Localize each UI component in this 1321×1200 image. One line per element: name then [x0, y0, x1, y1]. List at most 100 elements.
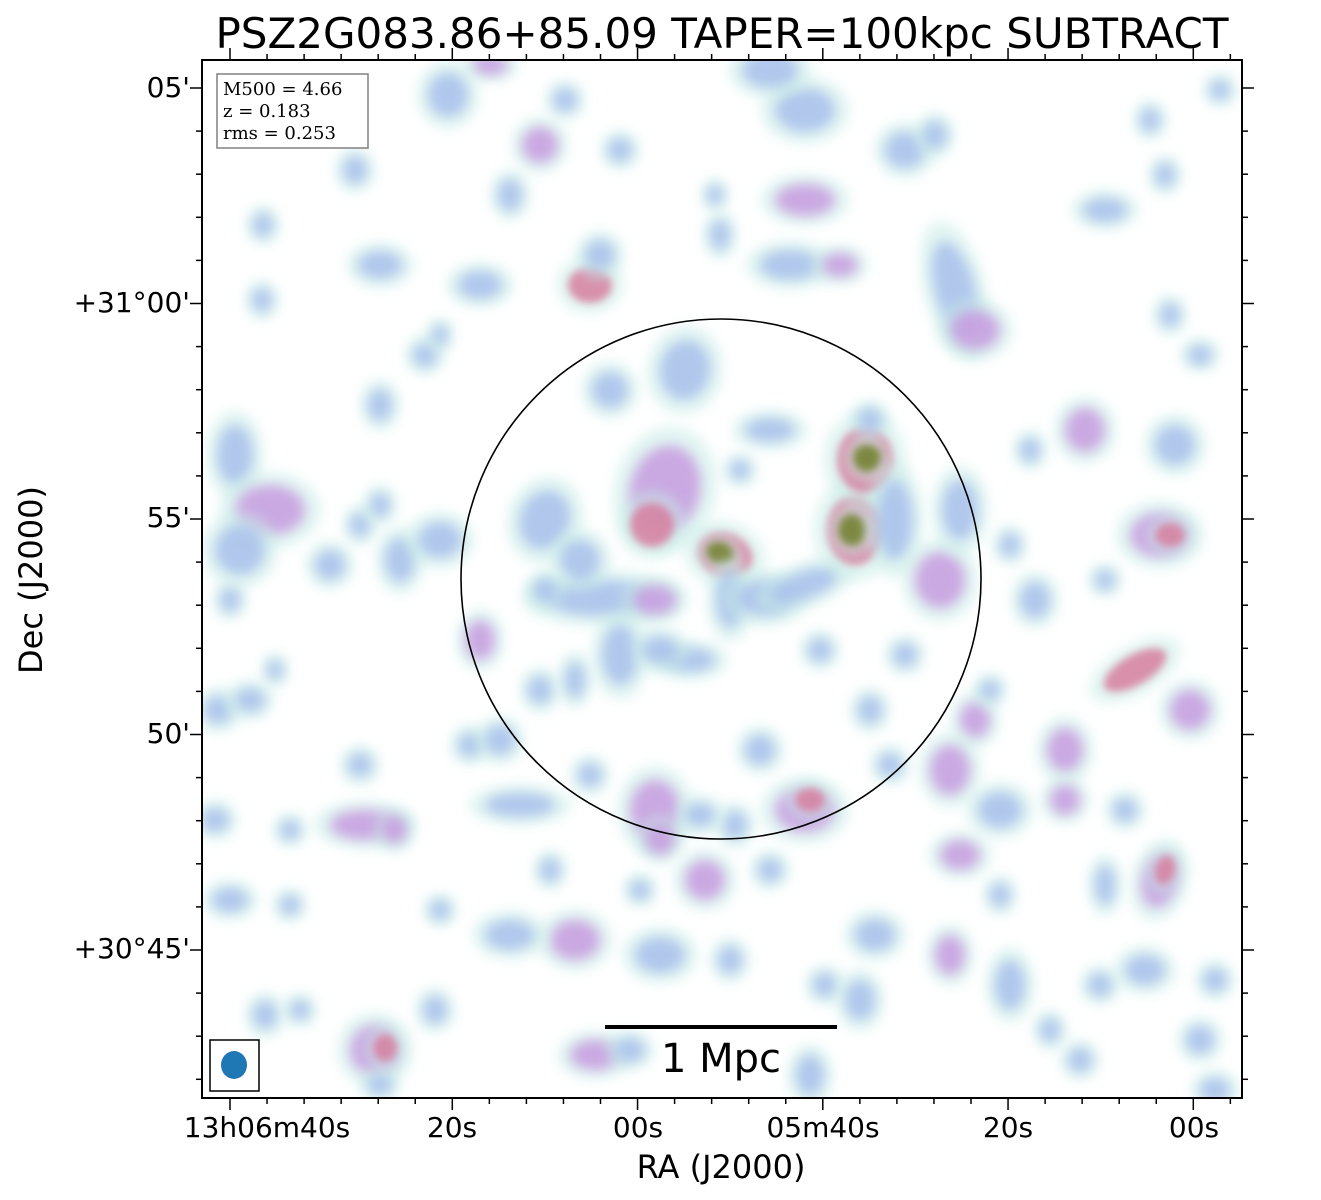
beam-box	[209, 1039, 260, 1092]
emission-blob	[498, 179, 522, 211]
emission-blob	[630, 880, 650, 900]
emission-blob	[413, 343, 437, 367]
emission-blob	[615, 1038, 645, 1062]
emission-blob	[290, 1000, 310, 1020]
emission-blob	[430, 900, 450, 920]
emission-blob	[608, 138, 632, 162]
emission-blob	[553, 88, 577, 112]
emission-blob	[893, 643, 917, 667]
emission-blob	[204, 696, 232, 724]
emission-blob	[348, 753, 372, 777]
emission-blob	[472, 60, 508, 75]
emission-blob	[633, 585, 677, 615]
x-tick-label: 20s	[427, 1111, 477, 1144]
y-tick-label: +30°45'	[74, 932, 190, 965]
emission-blob	[253, 1001, 277, 1029]
emission-blob	[1155, 523, 1185, 547]
emission-blob	[923, 121, 947, 149]
emission-blob	[485, 725, 515, 755]
emission-blob	[642, 636, 678, 664]
emission-blob	[550, 920, 600, 960]
r500-circle	[460, 318, 982, 840]
emission-blob	[1103, 648, 1167, 692]
emission-blob	[775, 88, 835, 132]
emission-blob	[940, 840, 980, 870]
axis-ticks	[190, 48, 1254, 1110]
emission-blob	[1140, 108, 1160, 132]
emission-blob	[358, 251, 402, 279]
emission-blob	[995, 960, 1025, 1010]
plot-frame	[201, 59, 1243, 1099]
emission-blob	[930, 745, 970, 795]
emission-blob	[202, 808, 229, 832]
emission-blob	[745, 418, 795, 442]
emission-blob	[1210, 80, 1230, 100]
emission-blob	[253, 213, 273, 237]
emission-blob	[935, 935, 965, 975]
emission-blob	[485, 793, 555, 817]
emission-blob	[1020, 582, 1050, 618]
emission-blob	[758, 858, 782, 882]
x-tick-label: 05m40s	[766, 1111, 879, 1144]
emission-blob	[370, 493, 390, 517]
emission-blob	[540, 858, 560, 882]
emission-blob	[418, 522, 462, 558]
emission-blob	[1125, 955, 1165, 985]
info-box: M500 = 4.66 z = 0.183 rms = 0.253	[216, 73, 369, 149]
emission-blob	[885, 132, 925, 168]
emission-blob	[1050, 785, 1080, 815]
emission-blob	[645, 825, 675, 855]
emission-blob	[519, 490, 571, 550]
emission-blob	[528, 676, 552, 704]
emission-blob	[565, 662, 585, 698]
emission-blob	[855, 919, 895, 951]
emission-blob	[822, 253, 858, 277]
emission-blob	[585, 240, 615, 270]
emission-blob	[368, 389, 392, 421]
emission-blob	[877, 480, 913, 560]
emission-blob	[707, 185, 723, 205]
emission-blob	[838, 514, 866, 546]
emission-blob	[578, 763, 602, 787]
emission-blob	[980, 680, 1000, 700]
emission-blob	[1065, 408, 1105, 452]
emission-blob	[630, 503, 674, 547]
info-redshift: z = 0.183	[223, 101, 311, 122]
emission-blob	[592, 372, 628, 408]
x-tick-label: 20s	[983, 1111, 1033, 1144]
emission-blob	[1170, 690, 1210, 730]
x-axis-label: RA (J2000)	[637, 1148, 806, 1186]
emission-blob	[960, 702, 990, 738]
emission-blob	[742, 60, 798, 88]
x-tick-label: 00s	[613, 1111, 663, 1144]
emission-blob	[1200, 1078, 1230, 1098]
emission-blob	[1203, 968, 1227, 992]
emission-blob	[428, 73, 468, 117]
emission-blob	[978, 792, 1022, 828]
emission-blob	[730, 460, 750, 480]
info-m500: M500 = 4.66	[223, 79, 342, 100]
emission-blob	[760, 250, 820, 280]
emission-blob	[808, 638, 832, 662]
emission-blob	[1020, 438, 1040, 462]
emission-blob	[220, 588, 240, 612]
emission-blob	[383, 816, 407, 844]
emission-blob	[280, 820, 300, 840]
emission-blob	[775, 184, 835, 216]
emission-blob	[745, 735, 775, 765]
y-axis-label: Dec (J2000)	[12, 486, 50, 674]
y-tick-label: 50'	[147, 717, 190, 750]
beam-ellipse	[221, 1051, 247, 1079]
emission-blob	[267, 660, 283, 680]
emission-blob	[1155, 425, 1195, 465]
emission-blob	[718, 946, 742, 974]
emission-blob	[853, 444, 881, 472]
emission-blob	[858, 696, 882, 724]
emission-blob	[235, 688, 265, 712]
emission-blob	[1095, 570, 1115, 590]
emission-blob	[522, 127, 558, 163]
emission-blob	[858, 408, 882, 432]
emission-map	[202, 60, 1240, 1098]
x-tick-label: 13h06m40s	[184, 1111, 351, 1144]
